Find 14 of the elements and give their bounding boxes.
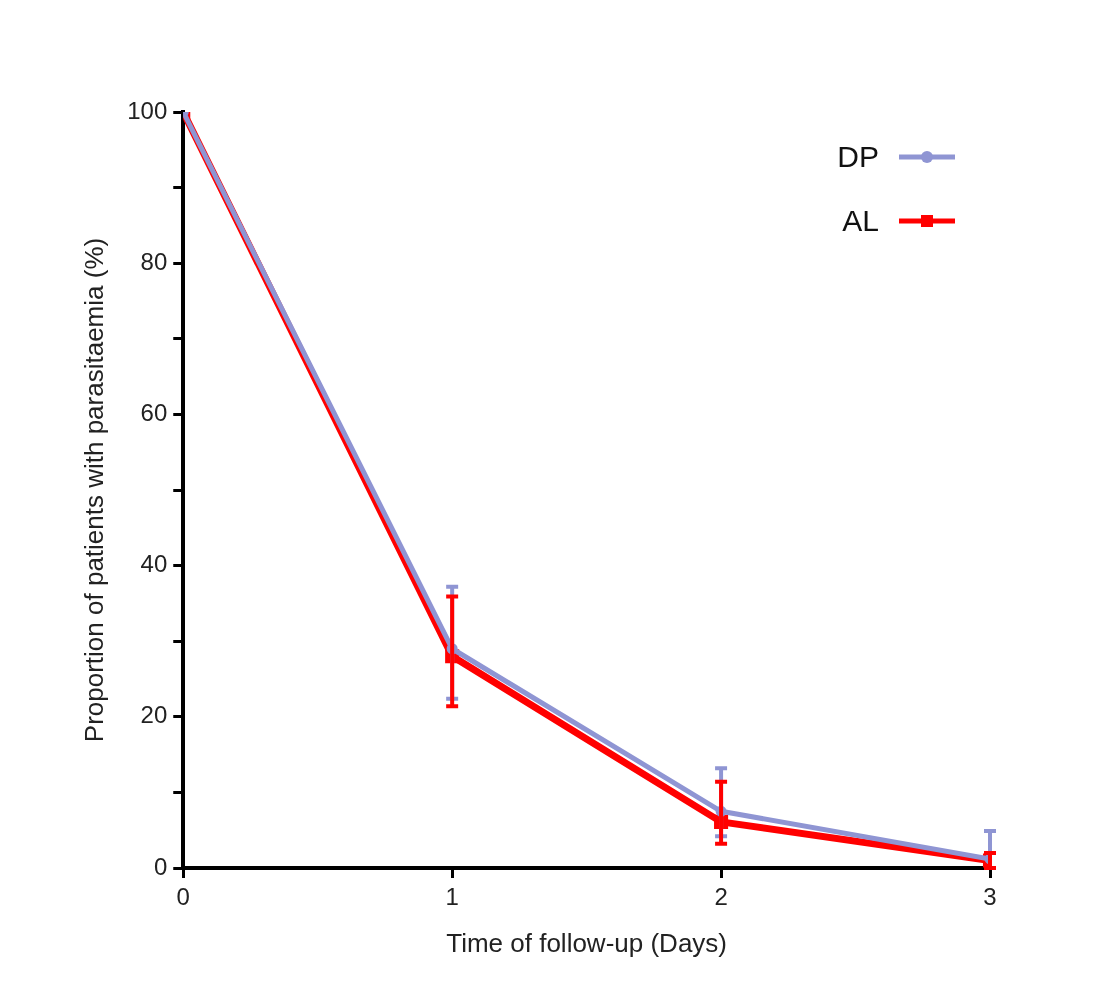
x-tick-label: 3: [983, 883, 997, 911]
legend-label: DP: [837, 140, 879, 174]
y-tick-label: 0: [153, 852, 168, 880]
y-tick-label: 40: [140, 550, 168, 578]
y-tick-label: 100: [127, 96, 168, 124]
legend-label: AL: [842, 204, 879, 238]
y-tick-label: 60: [140, 399, 168, 427]
x-tick-label: 0: [176, 883, 190, 911]
x-tick-label: 1: [445, 883, 459, 911]
y-tick-label: 80: [140, 247, 168, 275]
y-axis-title: Proportion of patients with parasitaemia (%): [78, 237, 109, 743]
y-tick-label: 20: [140, 701, 168, 729]
x-tick-label: 2: [714, 883, 728, 911]
x-axis-title: Time of follow-up (Days): [446, 927, 728, 958]
